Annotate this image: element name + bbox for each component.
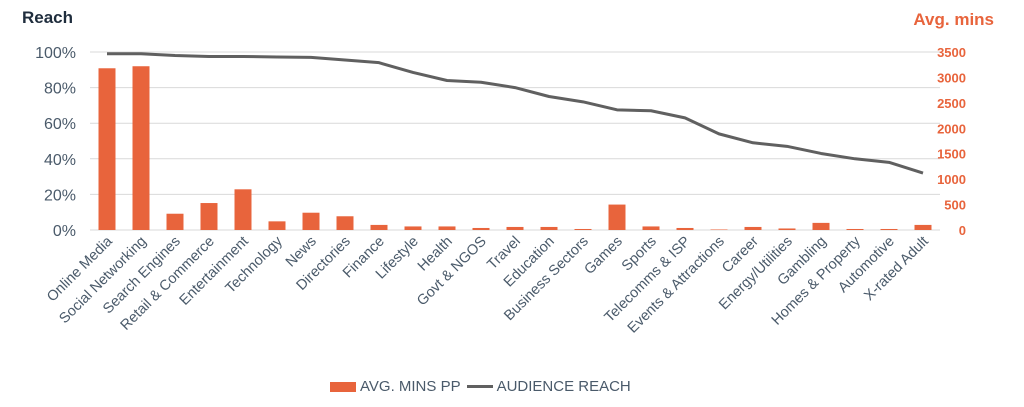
legend-swatch-bar	[330, 381, 356, 392]
bar	[506, 226, 524, 230]
right-axis: 0 500 1000 1500 2000 2500 3000 3500	[937, 45, 966, 238]
right-tick-label: 1000	[937, 172, 966, 187]
bar	[676, 227, 694, 230]
bar	[132, 66, 150, 231]
left-tick-label: 80%	[44, 81, 76, 98]
legend-swatch-line	[466, 385, 493, 388]
left-tick-label: 60%	[44, 116, 76, 133]
bar	[744, 226, 762, 230]
bar	[574, 228, 592, 230]
right-axis-title: Avg. mins	[913, 10, 994, 29]
x-tick-label: Games	[581, 234, 625, 278]
bar	[404, 226, 422, 230]
bar	[438, 226, 456, 230]
bar	[166, 213, 184, 230]
right-tick-label: 3500	[937, 45, 966, 60]
bar	[642, 226, 660, 230]
bar	[778, 228, 796, 230]
right-tick-label: 500	[944, 198, 966, 213]
bar	[98, 68, 116, 230]
bar	[370, 224, 388, 230]
bar	[268, 221, 286, 230]
bar	[200, 203, 218, 230]
bar	[336, 216, 354, 230]
right-tick-label: 0	[959, 223, 966, 238]
right-tick-label: 1500	[937, 147, 966, 162]
bar	[472, 227, 490, 230]
left-tick-label: 100%	[35, 45, 76, 62]
legend-label-line: AUDIENCE REACH	[496, 378, 631, 395]
line-series	[107, 52, 924, 175]
bar	[710, 229, 728, 230]
legend: AVG. MINS PP AUDIENCE REACH	[330, 378, 631, 395]
bar-series	[98, 66, 932, 231]
bar	[914, 224, 932, 230]
bar	[540, 226, 558, 230]
left-axis-title: Reach	[22, 8, 74, 27]
bar	[812, 222, 830, 230]
bar	[234, 189, 252, 230]
bar	[880, 228, 898, 230]
right-tick-label: 2500	[937, 96, 966, 111]
bar	[302, 212, 320, 230]
left-tick-label: 20%	[44, 187, 76, 204]
bar	[608, 204, 626, 230]
legend-label-bar: AVG. MINS PP	[360, 378, 461, 395]
left-axis: 0% 20% 40% 60% 80% 100%	[35, 45, 76, 240]
left-tick-label: 40%	[44, 152, 76, 169]
left-tick-label: 0%	[53, 223, 76, 240]
bar	[846, 228, 864, 230]
right-tick-label: 2000	[937, 121, 966, 136]
reach-line	[107, 52, 924, 175]
right-tick-label: 3000	[937, 70, 966, 85]
